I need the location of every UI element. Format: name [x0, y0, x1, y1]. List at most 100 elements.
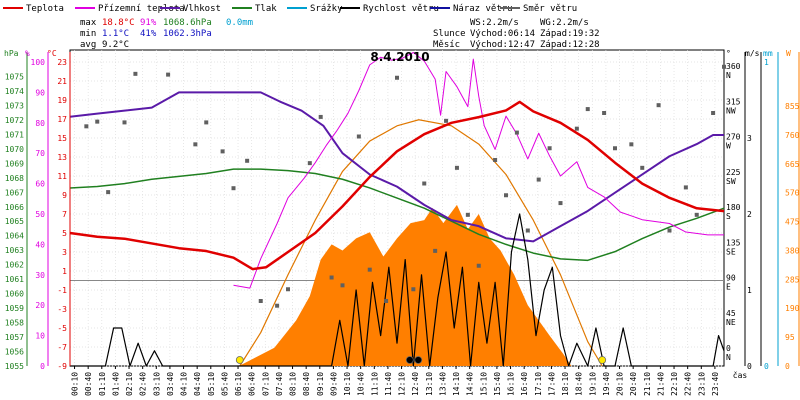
axis-celsius-tick: 9: [62, 191, 67, 200]
axis-hpa-tick: 1075: [5, 72, 24, 81]
stat-max-label: max: [80, 18, 97, 28]
axis-hpa-tick: 1071: [5, 130, 24, 139]
stat-moonrise: Východ:12:47: [470, 40, 535, 50]
x-tick-label: 11:10: [370, 372, 379, 396]
legend-label: Tlak: [255, 4, 277, 14]
stat-ws: WS:2.2m/s: [470, 18, 519, 28]
legend-label: Rychlost větru: [363, 4, 439, 14]
axis-hpa-tick: 1062: [5, 261, 24, 270]
axis-celsius-tick: -1: [57, 286, 67, 295]
wind-direction-point: [683, 185, 688, 190]
wind-direction-point: [95, 119, 100, 124]
plot-frame: [69, 49, 725, 367]
wind-direction-point: [629, 142, 634, 147]
axis-ms-tick: 3: [747, 134, 752, 143]
stat-max-rain: 0.0mm: [226, 18, 253, 28]
x-tick-label: 18:10: [561, 372, 570, 396]
axis-percent-tick: 40: [35, 240, 45, 249]
wind-direction-point: [318, 114, 323, 119]
axis-direction-tick: S: [726, 212, 731, 221]
wind-direction-point: [220, 149, 225, 154]
x-axis-label: čas: [733, 370, 748, 380]
axis-direction-tick: 45: [726, 309, 736, 318]
wind-direction-point: [307, 161, 312, 166]
x-tick-label: 23:10: [697, 372, 706, 396]
axis-percent-tick: 60: [35, 180, 45, 189]
axis-wm2-tick: 570: [785, 189, 800, 198]
x-tick-label: 23:40: [711, 372, 720, 396]
wind-direction-point: [133, 71, 138, 76]
axis-direction-tick: NW: [726, 106, 736, 115]
stat-sun-label: Slunce: [433, 29, 466, 39]
wind-direction-point: [722, 64, 726, 69]
axis-ms-label: m/s: [745, 49, 760, 58]
x-tick-label: 22:10: [670, 372, 679, 396]
x-tick-label: 10:10: [343, 372, 352, 396]
axis-celsius-tick: 15: [57, 134, 67, 143]
series-solar-radiation: [238, 204, 572, 366]
wind-direction-point: [356, 134, 361, 139]
x-tick-label: 09:10: [316, 372, 325, 396]
wind-direction-point: [286, 287, 290, 292]
x-tick-label: 13:10: [425, 372, 434, 396]
x-tick-label: 17:40: [547, 372, 556, 396]
wind-direction-point: [454, 165, 459, 170]
axis-celsius-tick: 3: [62, 248, 67, 257]
x-tick-label: 06:10: [234, 372, 243, 396]
wind-direction-point: [514, 130, 519, 135]
axis-direction-label: °: [726, 49, 731, 58]
axis-celsius-tick: 5: [62, 229, 67, 238]
x-tick-label: 21:40: [656, 372, 665, 396]
series-humidity: [69, 91, 724, 243]
axis-celsius-tick: 19: [57, 96, 67, 105]
stat-min-hum: 41%: [140, 29, 157, 39]
axis-percent-tick: 90: [35, 88, 45, 97]
stat-min-label: min: [80, 29, 96, 39]
x-tick-label: 04:40: [193, 372, 202, 396]
axis-ms-tick: 0: [747, 362, 752, 371]
axis-celsius-tick: -3: [57, 305, 67, 314]
x-tick-label: 08:40: [302, 372, 311, 396]
x-tick-label: 05:40: [220, 372, 229, 396]
wind-direction-point: [602, 111, 607, 115]
axis-celsius-tick: 13: [57, 153, 67, 162]
wind-direction-point: [656, 103, 661, 108]
axis-wm2-tick: 95: [785, 333, 795, 342]
wind-direction-point: [558, 201, 563, 206]
stat-avg-label: avg: [80, 40, 96, 50]
axis-hpa-tick: 1067: [5, 188, 24, 197]
axis-celsius-tick: 17: [57, 115, 67, 124]
x-tick-label: 12:40: [411, 372, 420, 396]
axis-percent-tick: 70: [35, 149, 45, 158]
x-tick-label: 00:10: [71, 372, 80, 396]
wind-direction-point: [84, 124, 89, 129]
axis-ms-tick: 1: [747, 286, 752, 295]
wind-direction-point: [476, 263, 481, 268]
wind-direction-point: [422, 181, 427, 186]
x-tick-label: 16:10: [507, 372, 516, 396]
x-tick-label: 04:10: [180, 372, 189, 396]
x-tick-label: 01:10: [98, 372, 107, 396]
marker-moonset: [405, 356, 414, 364]
axis-hpa-tick: 1057: [5, 333, 24, 342]
axis-direction-tick: 270: [726, 133, 741, 142]
x-tick-label: 01:40: [111, 372, 120, 396]
wind-direction-point: [504, 193, 508, 198]
wind-direction-point: [536, 177, 541, 182]
axis-hpa-tick: 1066: [5, 203, 24, 212]
stat-moonset: Západ:12:28: [540, 40, 600, 50]
axis-direction-tick: NE: [726, 318, 736, 327]
wind-direction-point: [384, 299, 389, 303]
axis-percent-tick: 50: [35, 210, 45, 219]
wind-direction-point: [122, 120, 127, 125]
x-tick-label: 20:10: [616, 372, 625, 396]
x-tick-label: 19:10: [588, 372, 597, 396]
wind-direction-point: [340, 283, 345, 288]
axis-celsius-tick: 21: [57, 77, 67, 86]
x-tick-label: 07:10: [261, 372, 270, 396]
stat-wg: WG:2.2m/s: [540, 18, 589, 28]
axis-percent-tick: 20: [35, 301, 45, 310]
chart-title: 8.4.2010: [370, 50, 429, 64]
axis-direction-tick: 360: [726, 62, 741, 71]
